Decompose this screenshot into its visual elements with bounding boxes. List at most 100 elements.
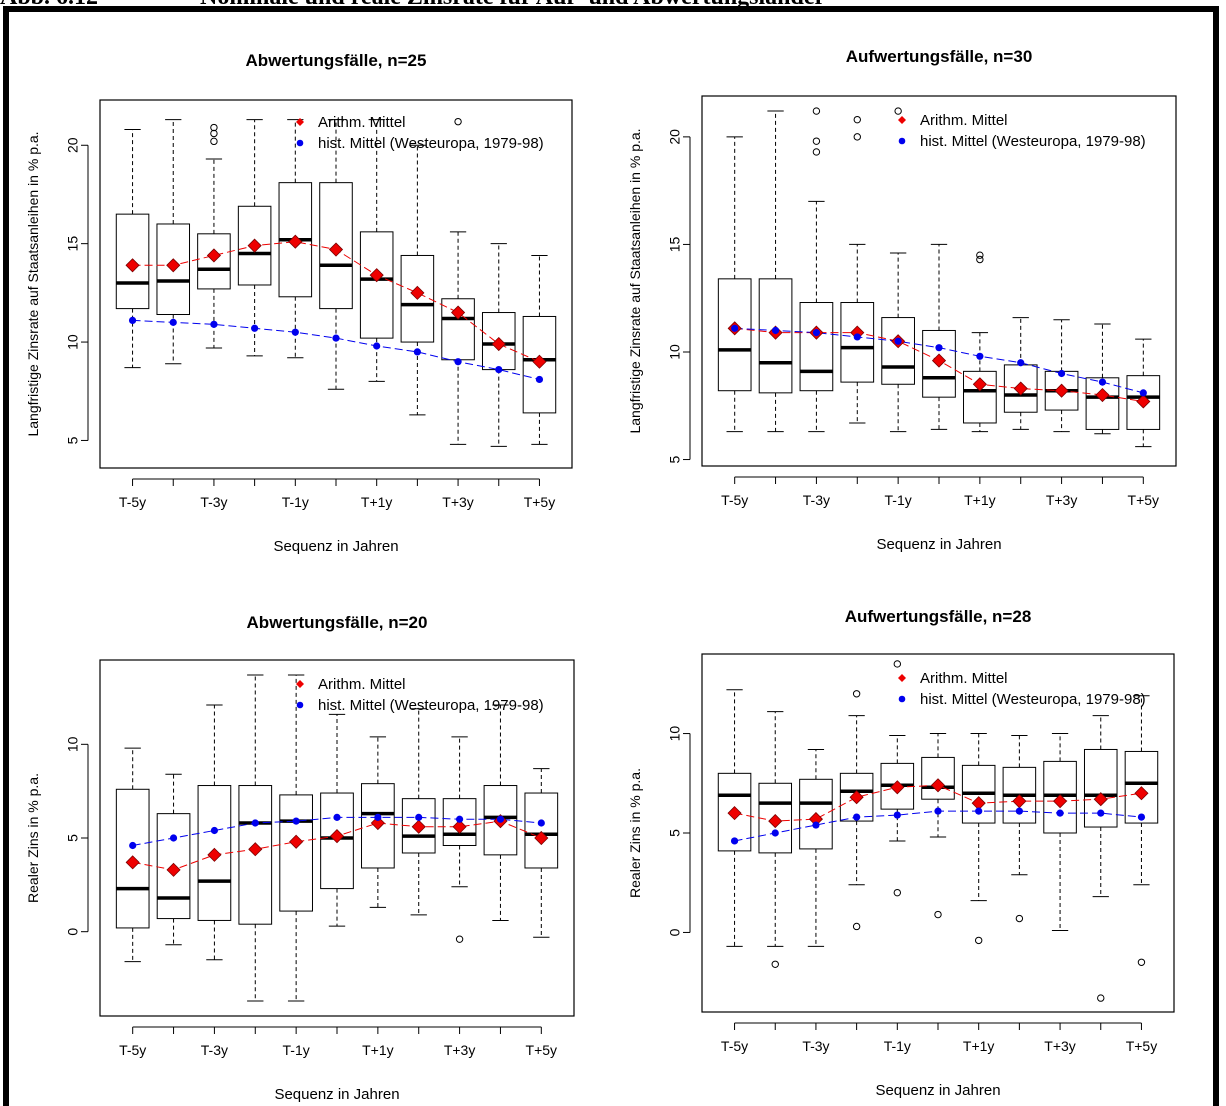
outlier-point [812, 148, 821, 156]
boxplot-T-3y [799, 107, 834, 433]
chart-panel-1: Abwertungsfälle, n=25 5 10 15 20 Langfristige… [25, 51, 573, 555]
outlier-point [1097, 994, 1105, 1002]
arith-mean-point [491, 336, 506, 352]
legend-hist-marker [296, 139, 304, 147]
boxplot-T+4y [483, 704, 518, 921]
outlier-point [812, 107, 821, 115]
boxplot-T [320, 713, 354, 927]
arith-mean-point [1053, 794, 1068, 809]
hist-mean-point [291, 328, 299, 336]
chart-title: Abwertungsfälle, n=25 [246, 51, 427, 70]
y-tick-label: 5 [65, 436, 81, 444]
y-tick-label: 15 [65, 236, 81, 252]
boxplot-T-1y [880, 660, 915, 897]
y-tick-label: 20 [667, 129, 683, 145]
hist-mean-point [415, 813, 423, 821]
hist-mean-point [975, 807, 983, 815]
boxplot-T-3y [197, 123, 231, 349]
hist-mean-point [169, 318, 177, 326]
arith-mean-point [727, 806, 742, 821]
arith-mean-point [890, 780, 905, 795]
outlier-point [1015, 914, 1024, 923]
boxplot-T+2y [401, 708, 436, 916]
box-iqr [442, 798, 477, 846]
boxplot-T+1y [961, 733, 996, 945]
y-tick-label: 0 [65, 928, 81, 936]
hist-mean-point [535, 375, 544, 384]
box-iqr [320, 792, 354, 890]
outlier-point [210, 123, 218, 132]
y-tick-label: 15 [667, 236, 683, 252]
outlier-point [852, 922, 861, 931]
outlier-point [853, 115, 861, 124]
y-tick-label: 20 [65, 137, 81, 153]
x-tick-label: T+1y [964, 492, 996, 508]
hist-mean-point [210, 320, 218, 328]
hist-mean-point [332, 334, 340, 342]
hist-mean-point [169, 834, 178, 842]
boxplot-T+2y [1002, 735, 1037, 923]
hist-mean-point [1139, 389, 1147, 397]
box-iqr [840, 302, 875, 383]
chart-title: Aufwertungsfälle, n=30 [846, 47, 1033, 66]
hist-mean-point [1015, 807, 1023, 815]
arith-mean-point [247, 238, 262, 253]
hist-mean-point [128, 316, 137, 325]
legend-hist-marker [898, 695, 906, 703]
x-tick-label: T+5y [524, 494, 556, 510]
arith-mean-point [410, 285, 425, 300]
x-axis-label: Sequenz in Jahren [876, 536, 1001, 553]
hist-mean-point [333, 813, 341, 821]
y-tick-label: 10 [65, 334, 81, 350]
boxplot-T+5y [522, 254, 557, 445]
legend-arith-label: Arithm. Mittel [920, 112, 1008, 129]
hist-mean-point [730, 837, 739, 845]
arith-mean-point [451, 305, 466, 320]
hist-mean-point [894, 337, 902, 345]
x-tick-label: T+3y [442, 494, 474, 510]
arith-mean-point [288, 234, 303, 249]
arith-mean-point [125, 855, 140, 870]
x-tick-label: T+1y [361, 494, 393, 510]
x-tick-label: T-3y [200, 494, 227, 510]
y-tick-label: 10 [667, 726, 683, 742]
boxplot-T-4y [758, 110, 793, 433]
chart-panel-2: Aufwertungsfälle, n=30 5 10 15 20 Langfristig… [627, 47, 1177, 553]
arith-mean-point [329, 829, 345, 844]
x-tick-label: T+1y [963, 1038, 995, 1054]
hist-mean-point [373, 342, 381, 350]
arith-mean-point [125, 258, 140, 273]
boxplot-T-2y [840, 115, 875, 424]
arith-mean-point [206, 248, 221, 263]
hist-mean-point [1017, 359, 1025, 367]
hist-mean-point [495, 366, 503, 374]
hist-mean-point [413, 348, 421, 356]
hist-mean-point [934, 807, 942, 815]
x-tick-label: T-5y [119, 1042, 146, 1058]
figure-frame [3, 6, 1219, 1106]
hist-mean-point [893, 811, 901, 819]
y-tick-label: 0 [667, 928, 683, 936]
x-tick-label: T-5y [119, 494, 146, 510]
box-iqr [524, 792, 559, 869]
boxplot-T+3y [1043, 733, 1077, 931]
arith-mean-point [289, 834, 304, 849]
arith-mean-point [972, 377, 987, 392]
boxplot-T+2y [400, 144, 435, 416]
x-tick-label: T-5y [721, 492, 748, 508]
x-axis-label: Sequenz in Jahren [875, 1082, 1000, 1099]
hist-mean-point [537, 819, 545, 827]
boxplot-T-4y [758, 711, 793, 968]
x-tick-label: T-1y [282, 494, 309, 510]
legend-hist-marker [296, 701, 304, 709]
x-tick-label: T+3y [1046, 492, 1078, 508]
arith-mean-point [1134, 786, 1149, 801]
hist-mean-point [251, 324, 259, 332]
boxplot-T+5y [1124, 695, 1159, 966]
hist-mean-point [771, 326, 780, 335]
box-iqr [279, 794, 313, 912]
outlier-point [812, 137, 821, 145]
plot-frame [99, 99, 573, 469]
hist-mean-point [1098, 378, 1107, 386]
boxplot-T-2y [237, 119, 272, 357]
